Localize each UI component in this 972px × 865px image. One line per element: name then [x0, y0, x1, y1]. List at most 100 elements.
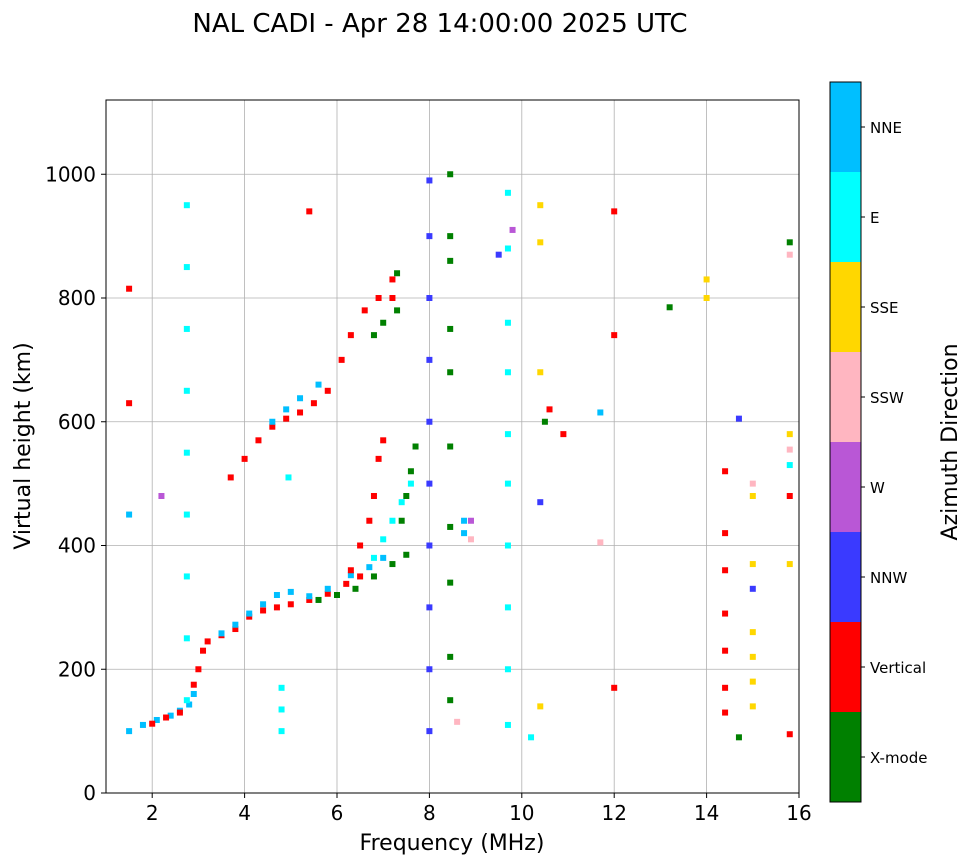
echo-point [370, 493, 377, 499]
echo-point [357, 573, 364, 580]
echo-point [370, 554, 377, 561]
echo-point [467, 517, 474, 524]
echo-point [149, 720, 156, 727]
echo-point [504, 319, 511, 326]
echo-point [394, 270, 401, 277]
echo-point [347, 572, 354, 579]
echo-point [287, 588, 294, 595]
echo-point [749, 653, 756, 660]
echo-point [461, 530, 468, 537]
echo-point [283, 406, 290, 413]
echo-point [260, 607, 267, 614]
echo-point [403, 551, 410, 558]
echo-point [611, 684, 618, 691]
echo-point [227, 474, 234, 481]
echo-point [528, 734, 535, 741]
echo-point [347, 332, 354, 339]
y-tick-label: 800 [58, 286, 96, 310]
echo-point [426, 728, 433, 735]
echo-point [749, 585, 756, 592]
colorbar-label: Azimuth Direction [938, 343, 963, 540]
echo-point [504, 604, 511, 611]
echo-point [324, 387, 331, 394]
echo-point [389, 517, 396, 524]
echo-point [504, 369, 511, 376]
echo-point [315, 381, 322, 388]
colorbar-tick-label: SSW [870, 389, 904, 407]
echo-point [126, 285, 133, 292]
echo-point [786, 493, 793, 499]
echo-point [366, 517, 373, 524]
echo-point [306, 208, 313, 215]
echo-point [158, 493, 165, 499]
echo-point [786, 731, 793, 738]
echo-point [403, 493, 410, 499]
echo-point [163, 714, 170, 721]
colorbar-tick-label: Vertical [870, 659, 926, 677]
echo-point [380, 536, 387, 543]
echo-point [546, 406, 553, 413]
echo-point [786, 561, 793, 568]
echo-point [347, 567, 354, 574]
x-tick-label: 14 [694, 801, 719, 825]
echo-point [537, 703, 544, 710]
echo-point [426, 233, 433, 240]
echo-point [786, 462, 793, 469]
echo-point [426, 295, 433, 301]
echo-point [749, 561, 756, 568]
echo-point [447, 523, 454, 530]
colorbar-segment [830, 622, 861, 712]
echo-point [537, 239, 544, 246]
echo-point [370, 573, 377, 580]
echo-point [232, 621, 239, 628]
echo-point [722, 567, 729, 574]
colorbar-segment [830, 262, 861, 352]
echo-point [361, 307, 368, 314]
echo-point [297, 395, 304, 402]
y-tick-label: 1000 [45, 162, 96, 186]
echo-point [273, 604, 280, 611]
echo-point [426, 356, 433, 363]
echo-point [447, 369, 454, 376]
y-tick-label: 400 [58, 534, 96, 558]
echo-point [597, 539, 604, 546]
y-tick-label: 200 [58, 657, 96, 681]
data-marks [126, 171, 793, 741]
echo-point [398, 517, 405, 524]
colorbar-segment [830, 532, 861, 622]
echo-point [611, 332, 618, 339]
plot-frame [105, 99, 800, 794]
x-tick-label: 12 [601, 801, 626, 825]
echo-point [389, 561, 396, 568]
echo-point [786, 446, 793, 453]
echo-point [749, 678, 756, 685]
echo-point [375, 295, 382, 301]
echo-point [126, 728, 133, 735]
echo-point [183, 697, 190, 704]
echo-point [426, 480, 433, 487]
y-axis-label: Virtual height (km) [11, 342, 36, 549]
echo-point [509, 226, 516, 233]
colorbar-tick-label: E [870, 209, 879, 227]
echo-point [183, 264, 190, 271]
echo-point [380, 319, 387, 326]
echo-point [218, 630, 225, 637]
echo-point [454, 718, 461, 725]
echo-point [560, 431, 567, 438]
echo-point [786, 431, 793, 438]
echo-point [426, 666, 433, 673]
x-tick-label: 16 [786, 801, 811, 825]
echo-point [287, 601, 294, 608]
echo-point [597, 409, 604, 416]
echo-point [398, 499, 405, 506]
echo-point [269, 423, 276, 430]
echo-point [246, 613, 253, 620]
echo-point [749, 703, 756, 710]
echo-point [786, 251, 793, 258]
echo-point [722, 647, 729, 654]
echo-point [357, 542, 364, 549]
echo-point [297, 409, 304, 416]
echo-point [447, 697, 454, 704]
echo-point [232, 626, 239, 633]
echo-point [537, 499, 544, 506]
